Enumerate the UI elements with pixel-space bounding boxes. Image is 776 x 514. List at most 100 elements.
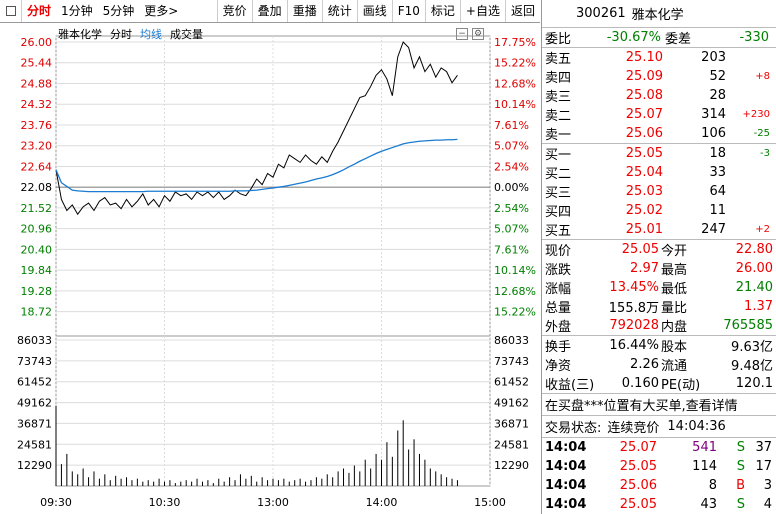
period-tabs: 分时 1分钟 5分钟 更多> [22, 0, 183, 22]
price-tick-label: 19.84 [21, 264, 53, 277]
stat-label: 股本 [661, 340, 688, 355]
stat-value: 21.40 [735, 280, 773, 295]
toolbar-button-4[interactable]: 画线 [356, 0, 392, 22]
tab-3[interactable]: 更多> [144, 4, 179, 18]
bids-row[interactable]: 买二 25.04 33 [542, 163, 776, 182]
big-order-notice[interactable]: 在买盘***位置有大买单,查看详情 [542, 394, 776, 416]
chart-canvas[interactable]: 26.00 17.75% 25.44 15.22% 24.88 12.68% 24.32 10… [0, 24, 540, 514]
asks-row[interactable]: 卖一 25.06 106 -25 [542, 124, 776, 143]
pct-tick-label: 17.75% [494, 36, 536, 49]
tick-row[interactable]: 14:04 25.06 8 B 3 [542, 476, 776, 495]
price-tick-label: 23.20 [21, 140, 53, 153]
tick-list[interactable]: 14:04 25.07 541 S 37 14:04 25.05 114 S 17 14:04 25.… [542, 438, 776, 514]
tick-volume: 541 [692, 440, 717, 455]
fund-row: 收益(三) 0.160 PE(动) 120.1 [542, 374, 776, 393]
quote-stats: 现价 25.05 今开 22.80 涨跌 2.97 最高 26.00 涨幅 13.45% 最低 21.… [542, 240, 776, 336]
minus-icon[interactable]: − [456, 28, 468, 40]
level-label: 卖四 [545, 71, 572, 86]
level-price: 25.03 [625, 184, 663, 199]
time-tick-label: 14:00 [366, 496, 398, 509]
pct-tick-label: 0.00% [494, 181, 529, 194]
stat-label: 今开 [661, 244, 688, 259]
tick-count: 37 [755, 440, 772, 455]
level-change: -25 [753, 128, 770, 139]
quote-row: 外盘 792028 内盘 765585 [542, 316, 776, 335]
pct-tick-label: 15.22% [494, 57, 536, 70]
level-price: 25.07 [625, 107, 663, 122]
stat-label: 涨跌 [545, 263, 572, 278]
tick-price: 25.05 [619, 459, 657, 474]
toolbar-button-0[interactable]: 竞价 [216, 0, 252, 22]
level-volume: 247 [701, 222, 726, 237]
price-tick-label: 22.08 [21, 181, 53, 194]
stat-value: 9.48亿 [731, 359, 773, 374]
bids-row[interactable]: 买四 25.02 11 [542, 201, 776, 220]
stat-label: 涨幅 [545, 282, 572, 297]
tab-1[interactable]: 1分钟 [61, 4, 93, 18]
toolbar-button-8[interactable]: 返回 [504, 0, 540, 22]
intraday-chart[interactable]: 26.00 17.75% 25.44 15.22% 24.88 12.68% 24.32 10… [0, 24, 540, 514]
tick-count: 17 [755, 459, 772, 474]
stock-code: 300261 [576, 6, 626, 21]
legend-volume: 成交量 [170, 28, 203, 41]
stat-value: 2.26 [630, 357, 659, 372]
stat-value: 25.05 [621, 242, 659, 257]
asks-row[interactable]: 卖三 25.08 28 [542, 86, 776, 105]
volume-tick-label-right: 12290 [494, 459, 529, 472]
tick-row[interactable]: 14:04 25.05 114 S 17 [542, 457, 776, 476]
volume-tick-label: 12290 [17, 459, 52, 472]
pct-tick-label: 5.07% [494, 140, 529, 153]
settings-icon[interactable]: ⚙ [472, 28, 484, 40]
fundamental-stats: 换手 16.44% 股本 9.63亿 净资 2.26 流通 9.48亿 收益(三) 0.160 PE… [542, 336, 776, 394]
toolbar-button-1[interactable]: 叠加 [251, 0, 287, 22]
pct-tick-label: 2.54% [494, 160, 529, 173]
tick-time: 14:04 [545, 440, 587, 455]
toolbar-button-3[interactable]: 统计 [321, 0, 357, 22]
tab-0[interactable]: 分时 [27, 4, 52, 18]
webi-label: 委比 [545, 32, 572, 47]
tick-count: 3 [763, 478, 772, 493]
toolbar-button-5[interactable]: F10 [391, 0, 425, 22]
quote-row: 总量 155.8万 量比 1.37 [542, 297, 776, 316]
bids-row[interactable]: 买一 25.05 18 -3 [542, 144, 776, 163]
level-label: 买一 [545, 148, 572, 163]
level-volume: 28 [709, 88, 726, 103]
tab-2[interactable]: 5分钟 [102, 4, 135, 18]
bids-row[interactable]: 买五 25.01 247 +2 [542, 220, 776, 239]
level-volume: 52 [709, 69, 726, 84]
stat-label: 外盘 [545, 320, 572, 335]
asks-row[interactable]: 卖五 25.10 203 [542, 48, 776, 67]
legend-avg-line: 均线 [140, 28, 162, 41]
tick-price: 25.06 [619, 478, 657, 493]
stat-label: 收益(三) [545, 378, 595, 393]
stock-header: 300261 雅本化学 [542, 0, 776, 28]
bids-row[interactable]: 买三 25.03 64 [542, 182, 776, 201]
level-price: 25.05 [625, 146, 663, 161]
weicha-value: -330 [739, 30, 769, 45]
toolbar-button-6[interactable]: 标记 [424, 0, 460, 22]
tick-direction: S [736, 459, 745, 474]
volume-tick-label: 49162 [17, 397, 52, 410]
volume-tick-label: 86033 [17, 334, 52, 347]
level-change: +230 [742, 109, 770, 120]
stat-label: 流通 [661, 359, 688, 374]
level-volume: 203 [701, 50, 726, 65]
stat-value: 155.8万 [608, 301, 659, 316]
pct-tick-label: 7.61% [494, 243, 529, 256]
toolbar-button-2[interactable]: 重播 [286, 0, 322, 22]
notice-text[interactable]: 在买盘***位置有大买单,查看详情 [545, 399, 738, 414]
stat-value: 1.37 [744, 299, 773, 314]
level-change: -3 [760, 148, 770, 159]
price-tick-label: 20.40 [21, 243, 53, 256]
window-icon[interactable] [0, 0, 22, 22]
order-ratio-row: 委比 -30.67% 委差 -330 [542, 28, 776, 48]
tick-row[interactable]: 14:04 25.07 541 S 37 [542, 438, 776, 457]
stat-value: 792028 [609, 318, 659, 333]
tick-row[interactable]: 14:04 25.05 43 S 4 [542, 495, 776, 514]
toolbar-button-7[interactable]: +自选 [459, 0, 505, 22]
asks-row[interactable]: 卖四 25.09 52 +8 [542, 67, 776, 86]
price-tick-label: 24.32 [21, 98, 53, 111]
volume-tick-label: 73743 [17, 355, 52, 368]
price-tick-label: 19.28 [21, 285, 53, 298]
asks-row[interactable]: 卖二 25.07 314 +230 [542, 105, 776, 124]
